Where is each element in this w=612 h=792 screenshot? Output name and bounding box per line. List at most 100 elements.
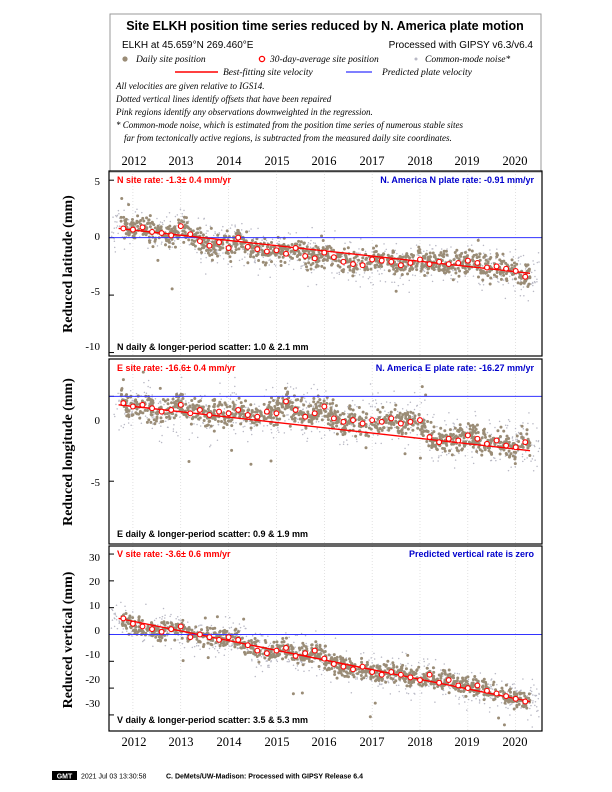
common-mode-point: [396, 252, 398, 255]
daily-position-point: [482, 430, 486, 434]
avg-position-marker: [158, 408, 165, 415]
common-mode-point: [408, 291, 410, 293]
daily-position-point: [199, 231, 203, 235]
daily-position-point: [206, 423, 210, 427]
common-mode-point: [453, 467, 456, 469]
common-mode-point: [209, 225, 212, 228]
daily-position-point: [400, 273, 404, 277]
daily-position-point: [279, 250, 283, 254]
common-mode-point: [491, 688, 494, 690]
daily-position-point: [498, 435, 502, 439]
common-mode-point: [534, 275, 536, 278]
common-mode-point: [431, 457, 433, 459]
common-mode-point: [216, 439, 219, 442]
common-mode-point: [143, 639, 146, 641]
common-mode-point: [427, 664, 429, 667]
common-mode-point: [242, 426, 244, 428]
daily-position-point: [167, 240, 171, 244]
avg-position-marker: [503, 265, 510, 272]
common-mode-point: [234, 224, 236, 226]
daily-position-point: [401, 255, 405, 259]
daily-position-point: [353, 413, 357, 417]
common-mode-point: [250, 429, 252, 432]
common-mode-point: [387, 411, 390, 414]
common-mode-point: [426, 413, 429, 416]
daily-position-point: [212, 417, 216, 421]
daily-position-point: [145, 226, 149, 230]
daily-position-point: [395, 665, 399, 669]
avg-position-marker: [263, 408, 270, 415]
common-mode-point: [538, 716, 540, 718]
daily-position-point: [137, 220, 141, 224]
daily-position-point: [361, 410, 365, 414]
common-mode-point: [376, 420, 379, 423]
common-mode-point: [418, 254, 420, 257]
common-mode-point: [504, 424, 507, 427]
common-mode-point: [313, 383, 315, 386]
daily-position-point: [434, 265, 438, 269]
avg-position-marker: [369, 417, 376, 424]
common-mode-point: [175, 411, 178, 414]
common-mode-point: [222, 626, 224, 629]
common-mode-point: [177, 639, 179, 641]
common-mode-point: [277, 426, 279, 429]
daily-position-point: [423, 274, 427, 278]
daily-position-point: [314, 244, 318, 248]
common-mode-point: [245, 627, 247, 630]
common-mode-point: [481, 289, 483, 292]
daily-position-point: [389, 426, 393, 430]
common-mode-point: [536, 710, 538, 712]
daily-position-point: [286, 390, 290, 394]
common-mode-point: [394, 249, 397, 252]
daily-position-point: [439, 251, 443, 255]
daily-position-point: [312, 400, 316, 404]
daily-position-point: [136, 224, 140, 228]
daily-position-point: [323, 414, 327, 418]
common-mode-point: [308, 669, 310, 672]
daily-position-point: [351, 274, 355, 278]
common-mode-point: [443, 663, 446, 665]
daily-position-point: [239, 413, 243, 417]
daily-position-point: [456, 266, 460, 270]
daily-position-point: [147, 218, 151, 222]
common-mode-point: [164, 614, 166, 617]
avg-position-marker: [168, 406, 175, 413]
common-mode-point: [209, 240, 212, 243]
daily-position-point: [364, 446, 368, 450]
daily-position-point: [331, 421, 335, 425]
common-mode-point: [257, 227, 259, 230]
daily-position-point: [279, 259, 283, 263]
common-mode-point: [310, 430, 313, 433]
daily-position-point: [421, 434, 425, 438]
common-mode-point: [365, 677, 368, 680]
common-mode-point: [405, 692, 408, 694]
daily-position-point: [406, 410, 410, 414]
common-mode-point: [532, 694, 534, 696]
daily-position-point: [124, 232, 128, 236]
common-mode-point: [399, 663, 402, 665]
common-mode-point: [393, 676, 396, 679]
daily-position-point: [420, 425, 424, 429]
common-mode-point: [231, 643, 233, 645]
daily-position-point: [312, 407, 316, 411]
common-mode-point: [131, 611, 134, 613]
common-mode-point: [483, 702, 486, 705]
common-mode-point: [371, 393, 374, 395]
common-mode-point: [479, 672, 482, 674]
daily-position-point: [314, 640, 318, 644]
plot-area-vertical: [109, 546, 542, 731]
avg-position-marker: [397, 420, 404, 427]
daily-position-point: [499, 277, 503, 281]
daily-position-point: [239, 646, 243, 650]
common-mode-point: [160, 425, 162, 427]
common-mode-point: [177, 434, 179, 437]
common-mode-point: [191, 432, 193, 434]
daily-position-point: [226, 419, 230, 423]
daily-position-point: [216, 233, 220, 237]
common-mode-point: [452, 422, 454, 424]
common-mode-point: [116, 221, 118, 223]
daily-position-point: [167, 245, 171, 249]
common-mode-point: [160, 402, 162, 404]
daily-position-point: [207, 420, 211, 424]
daily-position-point: [460, 432, 464, 436]
